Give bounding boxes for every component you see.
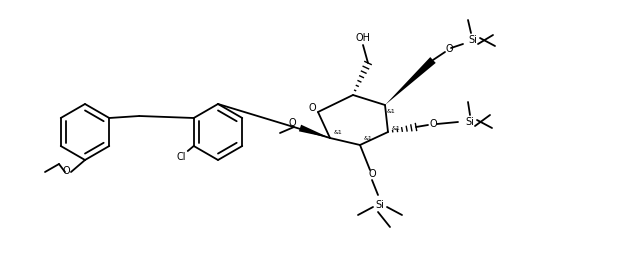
Text: O: O [62, 166, 70, 176]
Text: Si: Si [376, 200, 384, 210]
Text: O: O [429, 119, 437, 129]
Text: O: O [368, 169, 376, 179]
Polygon shape [299, 125, 330, 138]
Text: Cl: Cl [176, 152, 185, 162]
Text: Si: Si [466, 117, 474, 127]
Text: &1: &1 [363, 136, 373, 141]
Text: Si: Si [469, 35, 477, 45]
Text: O: O [445, 44, 453, 54]
Text: O: O [288, 118, 296, 128]
Text: &1: &1 [334, 129, 342, 134]
Text: &1: &1 [392, 126, 401, 131]
Polygon shape [385, 57, 436, 105]
Text: OH: OH [355, 33, 371, 43]
Text: O: O [308, 103, 316, 113]
Text: &1: &1 [387, 108, 396, 114]
